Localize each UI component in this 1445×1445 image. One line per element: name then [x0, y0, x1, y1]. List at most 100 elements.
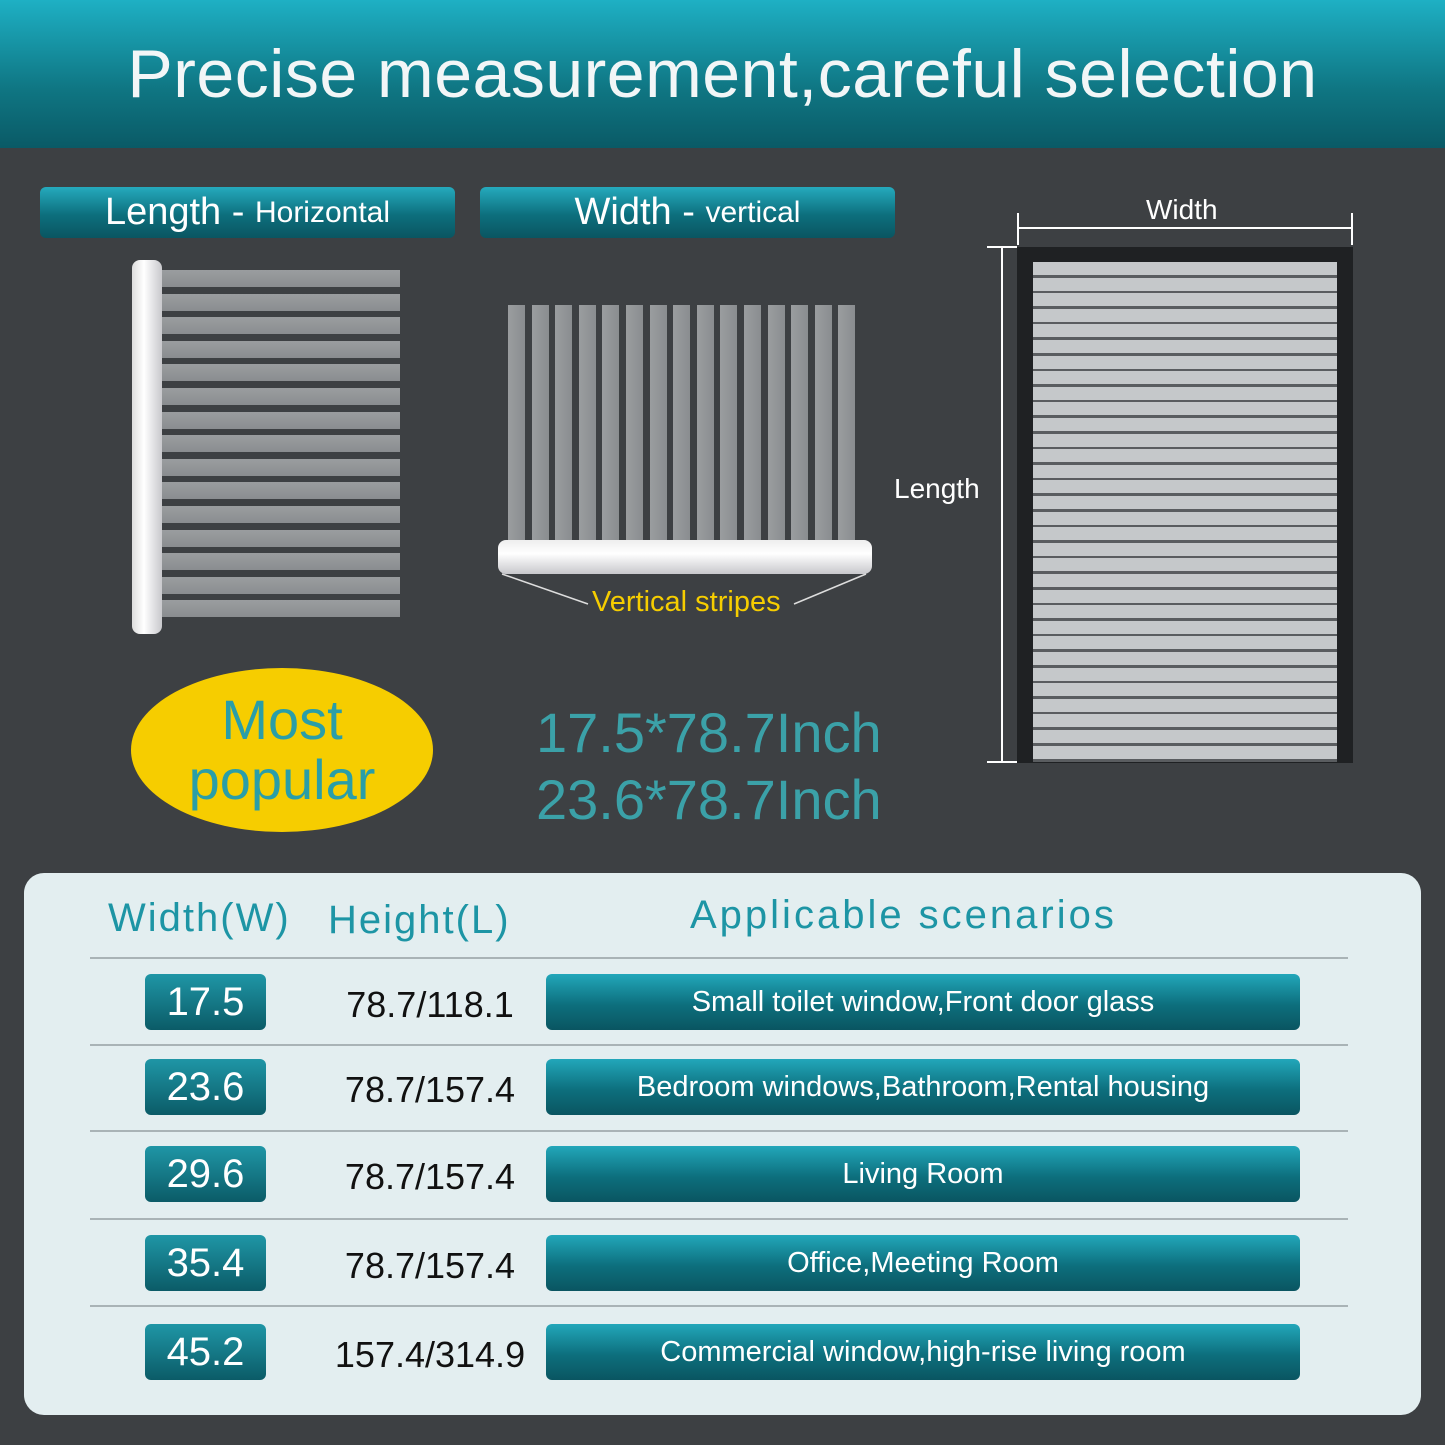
- film-stripe: [162, 576, 400, 594]
- width-tick-right: [1351, 213, 1353, 245]
- window-stripe: [1033, 355, 1337, 369]
- header-width: Width(W): [108, 896, 291, 940]
- film-stripe: [720, 305, 738, 550]
- scenario-bar: Living Room: [546, 1146, 1300, 1202]
- length-label-main: Length -: [104, 191, 255, 233]
- film-stripe: [162, 317, 400, 335]
- film-stripe: [508, 305, 525, 550]
- film-stripe: [162, 293, 400, 311]
- height-value: 78.7/157.4: [344, 1069, 516, 1110]
- film-stripe: [696, 305, 714, 550]
- window-stripe: [1033, 449, 1337, 463]
- film-stripe: [162, 435, 400, 453]
- scenario-bar: Bedroom windows,Bathroom,Rental housing: [546, 1059, 1300, 1115]
- width-value-badge: 17.5: [145, 974, 266, 1030]
- row-divider: [90, 1044, 1348, 1046]
- film-stripe: [162, 458, 400, 476]
- window-stripe: [1033, 480, 1337, 494]
- vertical-stripes-pointer-lines: [501, 573, 867, 605]
- film-stripe: [649, 305, 667, 550]
- film-stripe: [814, 305, 832, 550]
- width-dimension-label: Width: [1146, 194, 1218, 225]
- window-stripe: [1033, 308, 1337, 322]
- window-stripe: [1033, 511, 1337, 525]
- window-stripe: [1033, 683, 1337, 697]
- width-value-badge: 45.2: [145, 1324, 266, 1380]
- window-stripe: [1033, 652, 1337, 665]
- film-stripe: [162, 482, 400, 500]
- film-stripe: [162, 553, 400, 571]
- height-value: 157.4/314.9: [334, 1334, 526, 1375]
- most-popular-badge: Most popular: [131, 668, 433, 832]
- width-value-badge: 35.4: [145, 1235, 266, 1291]
- film-stripe: [602, 305, 620, 550]
- film-stripe: [162, 340, 400, 358]
- film-stripe: [791, 305, 809, 550]
- length-tick-bottom: [987, 761, 1017, 763]
- window-stripe: [1033, 386, 1337, 400]
- window-stripe: [1033, 745, 1337, 759]
- width-label-sub: vertical: [705, 195, 801, 229]
- film-stripe: [838, 305, 856, 550]
- window-stripe: [1033, 620, 1337, 634]
- film-stripe: [162, 364, 400, 382]
- row-divider: [90, 1130, 1348, 1132]
- film-stripe: [162, 529, 400, 547]
- window-stripe: [1033, 542, 1337, 556]
- window-stripe: [1033, 574, 1337, 587]
- window-stripe: [1033, 433, 1337, 447]
- length-label-sub: Horizontal: [254, 195, 391, 229]
- window-stripe: [1033, 714, 1337, 728]
- row-divider: [90, 1305, 1348, 1307]
- film-stripe: [162, 388, 400, 405]
- film-stripe: [162, 411, 400, 429]
- length-dimension-label: Length: [894, 473, 980, 504]
- window-stripe: [1033, 262, 1337, 275]
- film-stripe: [162, 270, 400, 287]
- size-option-1: 17.5*78.7Inch: [536, 701, 882, 764]
- film-roll: [498, 540, 872, 574]
- header-scenarios: Applicable scenarios: [690, 893, 1117, 937]
- header-height: Height(L): [328, 898, 511, 942]
- vertical-stripes-label: Vertical stripes: [592, 586, 781, 618]
- window-stripe: [1033, 324, 1337, 338]
- window-stripe: [1033, 558, 1337, 572]
- horizontal-film-image: [130, 258, 405, 636]
- film-stripe: [531, 305, 549, 550]
- window-stripe: [1033, 730, 1337, 743]
- height-value: 78.7/157.4: [344, 1156, 516, 1197]
- film-stripe: [767, 305, 785, 550]
- width-value-badge: 23.6: [145, 1059, 266, 1115]
- badge-line2: popular: [188, 748, 376, 811]
- window-stripe: [1033, 402, 1337, 416]
- window-stripe: [1033, 667, 1337, 681]
- length-horizontal-label: Length - Horizontal: [40, 187, 455, 238]
- window-stripe: [1033, 418, 1337, 431]
- vertical-film-image: [496, 300, 876, 580]
- scenario-bar: Small toilet window,Front door glass: [546, 974, 1300, 1030]
- window-stripe: [1033, 277, 1337, 291]
- row-divider: [90, 1218, 1348, 1220]
- row-divider: [90, 957, 1348, 959]
- width-dimension-line: [1018, 227, 1352, 229]
- window-stripe: [1033, 527, 1337, 541]
- length-dimension-line: [1001, 247, 1003, 762]
- film-stripe: [673, 305, 691, 550]
- size-option-2: 23.6*78.7Inch: [536, 768, 882, 831]
- window-stripe: [1033, 464, 1337, 478]
- length-tick-top: [987, 246, 1017, 248]
- height-value: 78.7/118.1: [346, 984, 514, 1025]
- width-tick-left: [1017, 213, 1019, 245]
- width-value-badge: 29.6: [145, 1146, 266, 1202]
- window-stripe: [1033, 605, 1337, 619]
- film-stripe: [162, 600, 400, 618]
- width-vertical-label: Width - vertical: [480, 187, 895, 238]
- scenario-bar: Commercial window,high-rise living room: [546, 1324, 1300, 1380]
- window-stripe: [1033, 636, 1337, 650]
- film-stripe: [578, 305, 596, 550]
- film-stripe: [555, 305, 573, 550]
- scenario-bar: Office,Meeting Room: [546, 1235, 1300, 1291]
- page-title: Precise measurement,careful selection: [127, 36, 1318, 112]
- window-stripe: [1033, 698, 1337, 712]
- film-stripe: [162, 506, 400, 523]
